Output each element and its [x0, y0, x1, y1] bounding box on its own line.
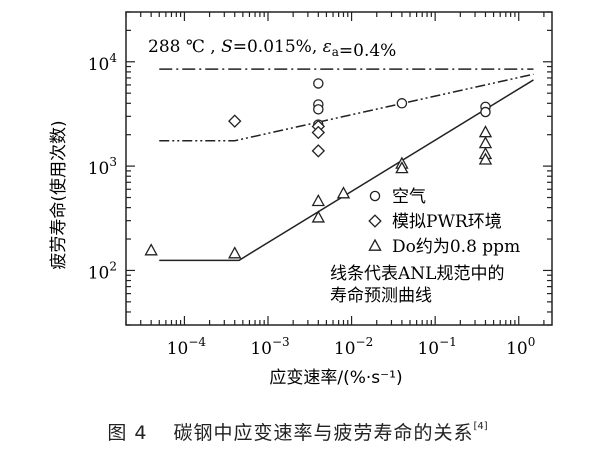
prediction-curve-solid	[159, 79, 534, 262]
triangle-data-point	[395, 161, 409, 174]
triangle-data-point	[336, 186, 351, 199]
triangle-data-point	[478, 125, 493, 138]
y-tick-label: 104	[88, 51, 118, 75]
x-tick-label: 10−3	[250, 335, 289, 359]
x-axis-label: 应变速率/(%·s⁻¹)	[269, 368, 402, 388]
x-tick-label: 10−2	[334, 335, 373, 359]
data-markers	[144, 78, 493, 259]
legend-triangle-icon	[368, 238, 382, 251]
legend-note: 线条代表ANL规范中的	[330, 264, 504, 284]
figure-number: 图 4	[107, 422, 148, 444]
y-tick-label: 103	[88, 155, 117, 179]
circle-data-point	[396, 98, 408, 109]
diamond-data-point	[311, 125, 326, 140]
y-axis-label: 疲劳寿命(使用次数)	[48, 120, 69, 269]
figure-title: 碳钢中应变速率与疲劳寿命的关系	[173, 422, 474, 444]
condition-annotation: 288 ℃ , S=0.015%, εa=0.4%	[148, 37, 396, 61]
legend-label: 空气	[392, 187, 426, 207]
prediction-curves	[159, 68, 534, 262]
diamond-data-point	[228, 114, 242, 128]
triangle-data-point	[478, 136, 493, 149]
legend-circle-icon	[369, 190, 381, 202]
axes: 10−4 10−3 10−2 10−1 100 102 103 104	[88, 11, 553, 359]
diamond-data-point	[311, 144, 326, 158]
prediction-curve-dashdotdot	[159, 73, 534, 142]
triangle-data-point	[144, 243, 158, 256]
triangle-data-point	[311, 193, 326, 207]
fatigue-chart: 10−4 10−3 10−2 10−1 100 102 103 104 288 ℃ , S=0…	[48, 11, 553, 388]
triangle-data-point	[228, 246, 242, 259]
x-tick-label: 100	[506, 335, 535, 359]
circle-data-point	[313, 78, 324, 89]
circle-data-point	[313, 104, 324, 115]
figure-caption: 图 4 碳钢中应变速率与疲劳寿命的关系[4]	[0, 418, 595, 445]
circle-data-point	[480, 106, 491, 118]
triangle-data-point	[311, 210, 326, 223]
legend-label: 模拟PWR环境	[392, 212, 502, 232]
legend-note: 寿命预测曲线	[330, 286, 432, 306]
legend-label: Do约为0.8 ppm	[392, 237, 520, 257]
figure-reference: [4]	[473, 421, 488, 432]
x-tick-label: 10−4	[167, 335, 207, 359]
legend-diamond-icon	[368, 214, 382, 228]
y-tick-label: 102	[88, 259, 117, 283]
triangle-data-point	[478, 152, 493, 165]
x-tick-label: 10−1	[417, 335, 456, 359]
